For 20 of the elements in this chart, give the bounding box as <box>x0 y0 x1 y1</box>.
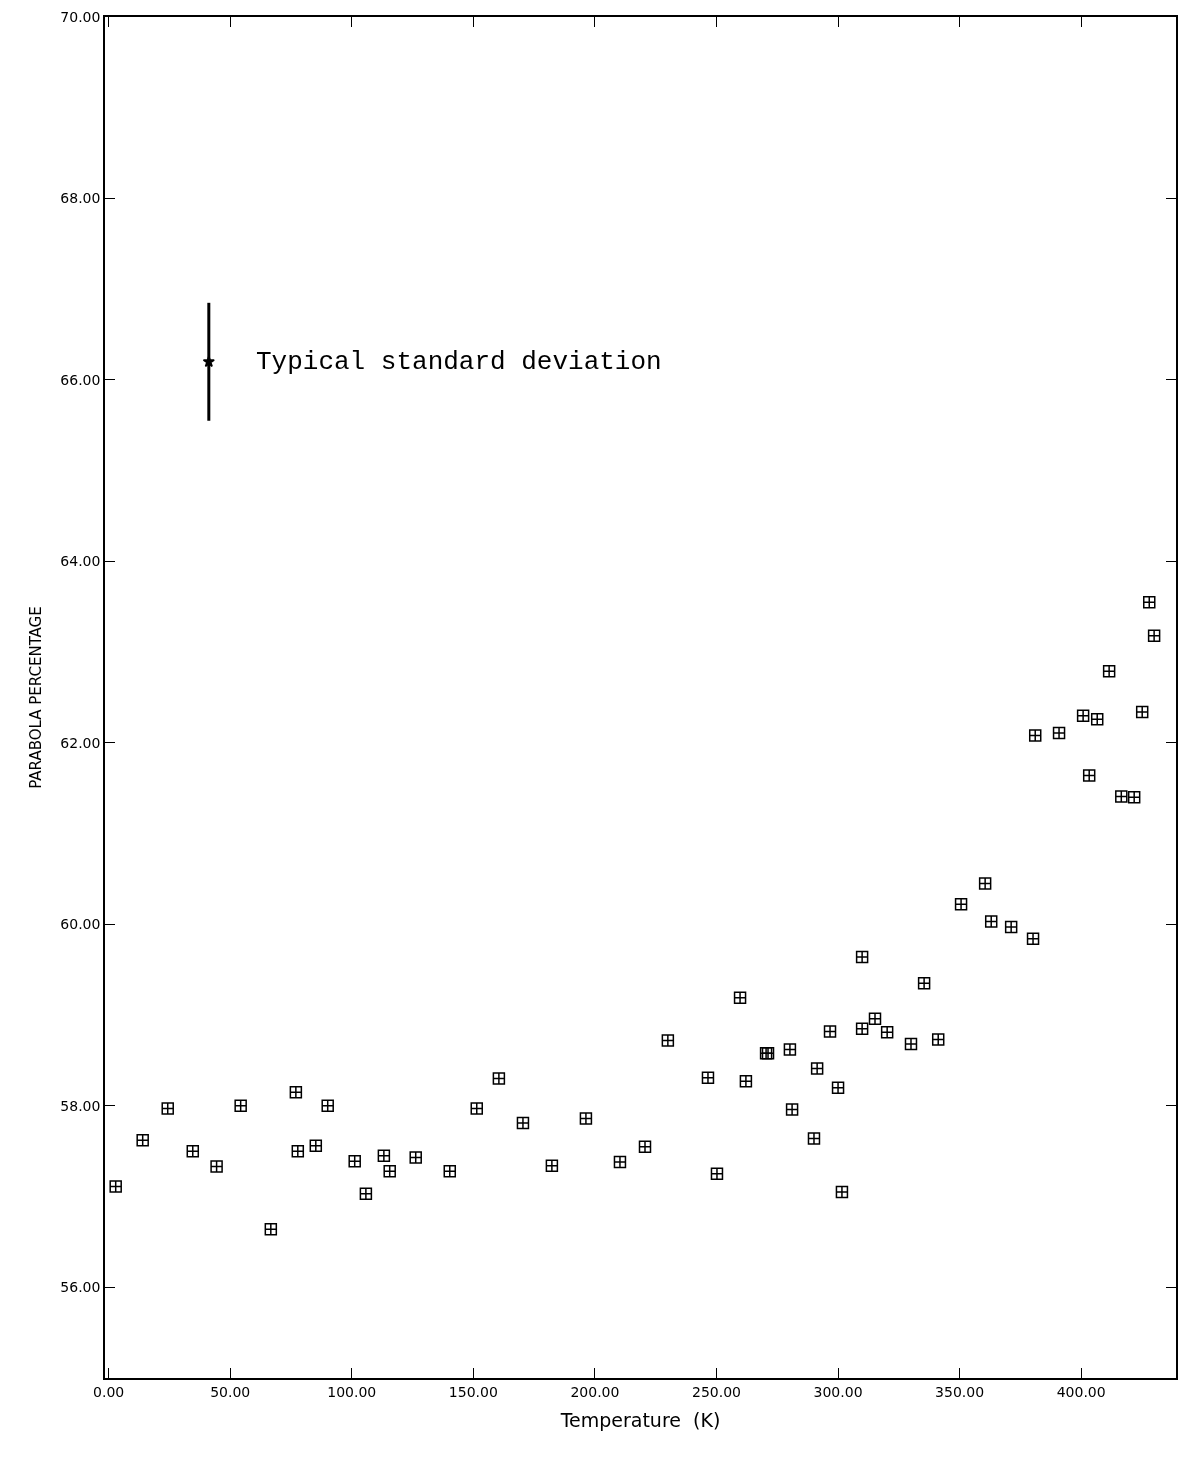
x-tick-label: 400.00 <box>1056 1383 1106 1400</box>
y-tick-label: 70.00 <box>60 8 101 25</box>
x-tick-label: 300.00 <box>813 1383 863 1400</box>
y-tick-label: 66.00 <box>60 371 101 388</box>
x-tick-label: 50.00 <box>210 1383 251 1400</box>
annotation: Typical standard deviation <box>256 347 662 377</box>
x-tick-label: 200.00 <box>570 1383 620 1400</box>
y-tick-label: 56.00 <box>60 1279 101 1296</box>
y-tick-label: 68.00 <box>60 190 101 207</box>
x-tick-label: 0.00 <box>93 1383 125 1400</box>
x-tick-label: 100.00 <box>327 1383 377 1400</box>
y-tick-label: 62.00 <box>60 734 101 751</box>
x-tick-label: 350.00 <box>935 1383 985 1400</box>
y-tick-label: 64.00 <box>60 553 101 570</box>
x-tick-label: 150.00 <box>448 1383 498 1400</box>
y-tick-label: 60.00 <box>60 916 101 933</box>
y-tick-label: 58.00 <box>60 1097 101 1114</box>
y-axis-title: PARABOLA PERCENTAGE <box>27 606 46 789</box>
x-tick-label: 250.00 <box>691 1383 741 1400</box>
x-axis-title: Temperature (K) <box>559 1408 721 1431</box>
